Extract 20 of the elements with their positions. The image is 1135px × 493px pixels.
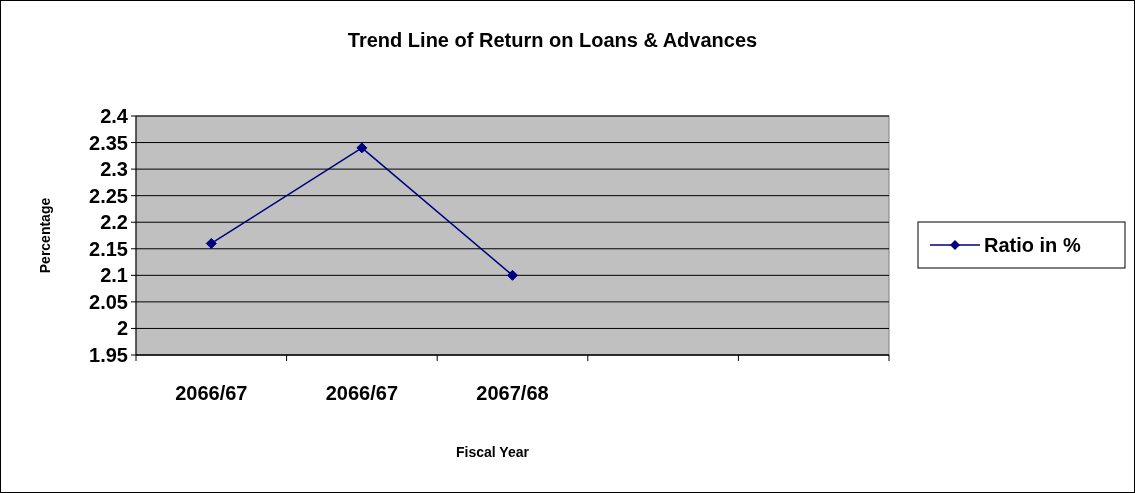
y-tick-label: 2.1 [100,264,128,287]
y-tick-label: 2.2 [100,211,128,234]
y-tick-label: 1.95 [89,344,128,366]
y-tick-label: 2 [116,317,128,340]
x-tick-label: 2066/67 [325,382,399,404]
y-tick-label: 2.3 [100,158,128,181]
point [507,269,518,281]
legend-label: Ratio in % [984,234,1081,256]
y-axis-title: Percentage [37,197,53,274]
point [356,142,368,154]
y-tick-label: 2.4 [100,105,129,127]
y-tick-label: 2.05 [89,290,128,313]
y-tick-label: 2.15 [89,237,128,260]
x-tick-label: 2066/67 [175,382,248,404]
chart-title: Trend Line of Return on Loans & Advances [347,29,758,51]
y-tick-label: 2.25 [89,184,128,207]
x-axis-title: Fiscal Year [456,444,530,460]
x-tick-label: 2067/68 [476,382,549,404]
point [205,237,217,249]
y-tick-label: 2.35 [89,131,128,154]
